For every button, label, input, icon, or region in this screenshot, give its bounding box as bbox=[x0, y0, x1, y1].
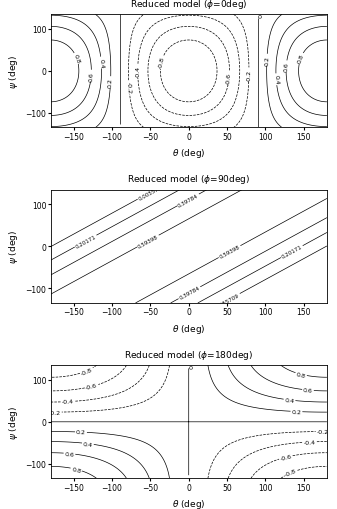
Text: -0.4: -0.4 bbox=[135, 66, 140, 78]
Text: 0.8: 0.8 bbox=[73, 54, 81, 65]
Text: 0.4: 0.4 bbox=[83, 441, 93, 447]
Text: 0.2: 0.2 bbox=[108, 78, 113, 88]
Text: 0.8: 0.8 bbox=[297, 54, 305, 65]
Title: Reduced model ($\phi$=0deg): Reduced model ($\phi$=0deg) bbox=[130, 0, 247, 11]
Text: 0.8: 0.8 bbox=[71, 466, 82, 473]
Y-axis label: $\psi$ (deg): $\psi$ (deg) bbox=[7, 405, 20, 439]
Text: 0.6: 0.6 bbox=[88, 71, 94, 81]
Text: 0.39784: 0.39784 bbox=[177, 193, 199, 208]
Text: -0.6: -0.6 bbox=[226, 72, 232, 84]
Text: -0.2: -0.2 bbox=[49, 410, 61, 415]
Text: -0.2: -0.2 bbox=[317, 429, 329, 434]
Text: -0.8: -0.8 bbox=[158, 56, 165, 69]
Text: 0.6: 0.6 bbox=[283, 62, 289, 72]
Text: 0.4: 0.4 bbox=[273, 75, 279, 85]
X-axis label: $\theta$ (deg): $\theta$ (deg) bbox=[172, 147, 206, 160]
Text: -0.4: -0.4 bbox=[304, 439, 316, 445]
Text: -0.2: -0.2 bbox=[246, 69, 251, 81]
Title: Reduced model ($\phi$=180deg): Reduced model ($\phi$=180deg) bbox=[124, 348, 253, 361]
Text: 0.59398: 0.59398 bbox=[218, 244, 241, 260]
Text: 0.2: 0.2 bbox=[76, 430, 86, 435]
X-axis label: $\theta$ (deg): $\theta$ (deg) bbox=[172, 322, 206, 335]
Text: 0.6: 0.6 bbox=[64, 451, 74, 457]
Text: 0: 0 bbox=[255, 14, 260, 17]
Text: 0: 0 bbox=[186, 364, 191, 367]
Y-axis label: $\psi$ (deg): $\psi$ (deg) bbox=[7, 230, 20, 264]
Text: 0: 0 bbox=[117, 126, 122, 130]
Text: 0.4: 0.4 bbox=[284, 397, 295, 403]
Text: -0.6: -0.6 bbox=[279, 454, 292, 461]
Text: 0.6: 0.6 bbox=[303, 387, 313, 393]
Text: 0.59398: 0.59398 bbox=[137, 234, 159, 249]
Text: 0.39784: 0.39784 bbox=[178, 286, 201, 301]
X-axis label: $\theta$ (deg): $\theta$ (deg) bbox=[172, 497, 206, 509]
Text: 0: 0 bbox=[186, 476, 191, 480]
Y-axis label: $\psi$ (deg): $\psi$ (deg) bbox=[7, 55, 20, 89]
Text: -0.2: -0.2 bbox=[126, 82, 132, 94]
Text: 0.20171: 0.20171 bbox=[74, 234, 97, 249]
Text: 0.0055709: 0.0055709 bbox=[137, 183, 166, 202]
Text: 0.2: 0.2 bbox=[292, 409, 302, 414]
Title: Reduced model ($\phi$=90deg): Reduced model ($\phi$=90deg) bbox=[127, 173, 250, 186]
Text: -0.4: -0.4 bbox=[61, 399, 74, 405]
Text: -0.6: -0.6 bbox=[85, 383, 98, 390]
Text: -0.8: -0.8 bbox=[80, 366, 93, 376]
Text: 0.8: 0.8 bbox=[296, 371, 306, 378]
Text: -0.8: -0.8 bbox=[284, 468, 298, 477]
Text: 0.0055709: 0.0055709 bbox=[212, 292, 240, 311]
Text: 0.4: 0.4 bbox=[98, 59, 104, 69]
Text: 0.20171: 0.20171 bbox=[281, 244, 303, 260]
Text: 0.2: 0.2 bbox=[264, 55, 270, 66]
